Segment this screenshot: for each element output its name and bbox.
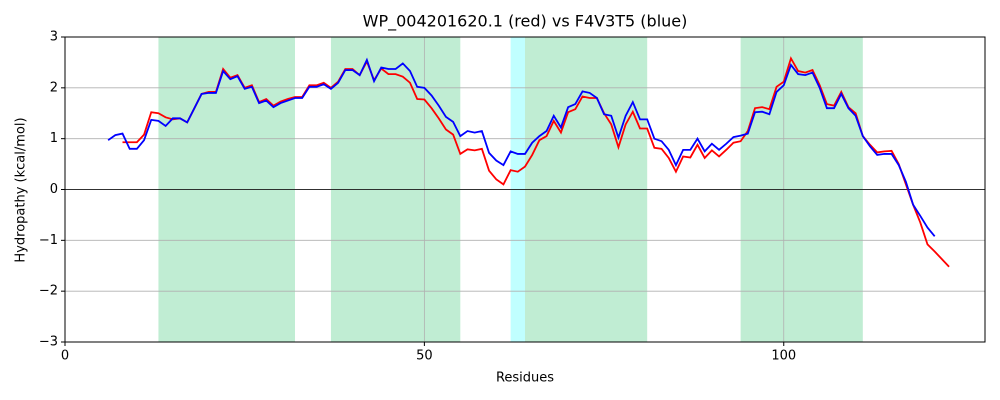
x-tick-label: 50 xyxy=(416,349,433,364)
series-line xyxy=(107,57,936,237)
x-tick-label: 0 xyxy=(61,349,69,364)
plot-frame xyxy=(64,36,986,343)
y-tick-label: 0 xyxy=(50,182,58,197)
y-tick-label: −2 xyxy=(39,284,58,299)
x-axis-label: Residues xyxy=(496,371,554,386)
y-axis-label: Hydropathy (kcal/mol) xyxy=(14,117,29,262)
y-tick-label: 2 xyxy=(50,80,58,95)
y-tick-label: 3 xyxy=(50,30,58,45)
y-tick-label: −1 xyxy=(39,233,58,248)
y-tick-label: −3 xyxy=(39,335,58,350)
y-tick-label: 1 xyxy=(50,131,58,146)
x-tick-label: 100 xyxy=(771,349,796,364)
chart-title: WP_004201620.1 (red) vs F4V3T5 (blue) xyxy=(363,12,688,32)
series-line xyxy=(122,56,950,268)
